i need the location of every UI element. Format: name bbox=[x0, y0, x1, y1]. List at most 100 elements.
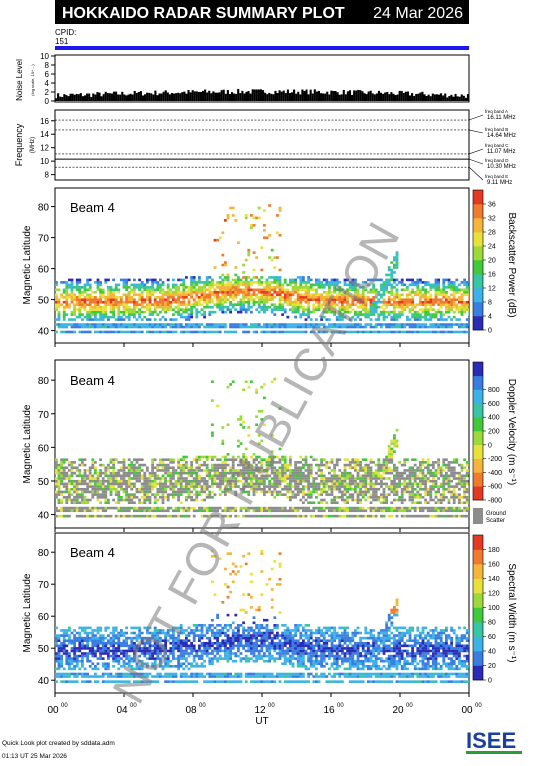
heatmap-cell bbox=[284, 301, 287, 304]
heatmap-cell bbox=[271, 259, 274, 262]
heatmap-cell bbox=[99, 485, 102, 488]
heatmap-cell bbox=[437, 458, 440, 461]
heatmap-cell bbox=[250, 298, 253, 301]
heatmap-cell bbox=[94, 291, 97, 294]
heatmap-cell bbox=[123, 458, 126, 461]
heatmap-cell bbox=[141, 323, 144, 326]
heatmap-cell bbox=[128, 475, 131, 478]
heatmap-cell bbox=[435, 313, 438, 316]
heatmap-cell bbox=[383, 483, 386, 486]
heatmap-cell bbox=[253, 251, 256, 254]
heatmap-cell bbox=[305, 284, 308, 287]
heatmap-cell bbox=[175, 472, 178, 475]
heatmap-cell bbox=[136, 507, 139, 510]
heatmap-cell bbox=[461, 477, 464, 480]
heatmap-cell bbox=[445, 331, 448, 334]
heatmap-cell bbox=[159, 301, 162, 304]
heatmap-cell bbox=[372, 488, 375, 491]
heatmap-cell bbox=[221, 274, 224, 277]
heatmap-cell bbox=[198, 469, 201, 472]
heatmap-cell bbox=[104, 469, 107, 472]
heatmap-cell bbox=[336, 485, 339, 488]
heatmap-cell bbox=[390, 472, 393, 475]
heatmap-cell bbox=[117, 323, 120, 326]
heatmap-cell bbox=[411, 501, 414, 504]
noise-bar bbox=[223, 90, 225, 101]
heatmap-cell bbox=[253, 323, 256, 326]
heatmap-cell bbox=[201, 289, 204, 292]
heatmap-cell bbox=[414, 477, 417, 480]
heatmap-cell bbox=[138, 303, 141, 306]
heatmap-cell bbox=[151, 331, 154, 334]
heatmap-cell bbox=[271, 311, 274, 314]
power-beam-label: Beam 4 bbox=[70, 200, 115, 215]
heatmap-cell bbox=[284, 469, 287, 472]
heatmap-cell bbox=[268, 289, 271, 292]
heatmap-cell bbox=[455, 306, 458, 309]
heatmap-cell bbox=[310, 456, 313, 459]
heatmap-cell bbox=[211, 284, 214, 287]
heatmap-cell bbox=[240, 418, 243, 421]
heatmap-cell bbox=[63, 311, 66, 314]
heatmap-cell bbox=[175, 318, 178, 321]
heatmap-cell bbox=[151, 293, 154, 296]
heatmap-cell bbox=[294, 515, 297, 518]
heatmap-cell bbox=[385, 291, 388, 294]
heatmap-cell bbox=[403, 491, 406, 494]
heatmap-cell bbox=[341, 483, 344, 486]
heatmap-cell bbox=[325, 461, 328, 464]
heatmap-cell bbox=[393, 499, 396, 502]
heatmap-cell bbox=[76, 491, 79, 494]
heatmap-cell bbox=[297, 477, 300, 480]
heatmap-cell bbox=[401, 281, 404, 284]
heatmap-cell bbox=[143, 475, 146, 478]
heatmap-cell bbox=[55, 303, 58, 306]
heatmap-cell bbox=[247, 298, 250, 301]
heatmap-cell bbox=[99, 308, 102, 311]
heatmap-cell bbox=[323, 515, 326, 518]
heatmap-cell bbox=[388, 323, 391, 326]
heatmap-cell bbox=[427, 311, 430, 314]
heatmap-cell bbox=[159, 496, 162, 499]
heatmap-cell bbox=[216, 405, 219, 408]
heatmap-cell bbox=[149, 501, 152, 504]
heatmap-cell bbox=[349, 466, 352, 469]
heatmap-cell bbox=[99, 313, 102, 316]
heatmap-cell bbox=[110, 472, 113, 475]
heatmap-cell bbox=[354, 499, 357, 502]
noise-bar bbox=[426, 96, 428, 101]
heatmap-cell bbox=[292, 507, 295, 510]
heatmap-cell bbox=[273, 509, 276, 512]
heatmap-cell bbox=[463, 475, 466, 478]
heatmap-cell bbox=[107, 316, 110, 319]
heatmap-cell bbox=[305, 464, 308, 467]
heatmap-cell bbox=[151, 493, 154, 496]
heatmap-cell bbox=[190, 286, 193, 289]
heatmap-cell bbox=[125, 286, 128, 289]
heatmap-cell bbox=[177, 488, 180, 491]
heatmap-cell bbox=[115, 306, 118, 309]
heatmap-cell bbox=[458, 296, 461, 299]
heatmap-cell bbox=[429, 293, 432, 296]
noise-bar bbox=[196, 91, 198, 101]
heatmap-cell bbox=[292, 293, 295, 296]
noise-bar bbox=[281, 92, 283, 101]
heatmap-cell bbox=[143, 464, 146, 467]
heatmap-cell bbox=[58, 475, 61, 478]
heatmap-cell bbox=[307, 298, 310, 301]
heatmap-cell bbox=[154, 466, 157, 469]
heatmap-cell bbox=[351, 509, 354, 512]
heatmap-cell bbox=[65, 281, 68, 284]
heatmap-cell bbox=[63, 313, 66, 316]
heatmap-cell bbox=[89, 311, 92, 314]
heatmap-cell bbox=[266, 291, 269, 294]
heatmap-cell bbox=[245, 331, 248, 334]
heatmap-cell bbox=[442, 480, 445, 483]
heatmap-cell bbox=[416, 284, 419, 287]
heatmap-cell bbox=[383, 477, 386, 480]
heatmap-cell bbox=[424, 477, 427, 480]
heatmap-cell bbox=[286, 303, 289, 306]
heatmap-cell bbox=[453, 499, 456, 502]
noise-bar bbox=[181, 92, 183, 101]
heatmap-cell bbox=[461, 483, 464, 486]
